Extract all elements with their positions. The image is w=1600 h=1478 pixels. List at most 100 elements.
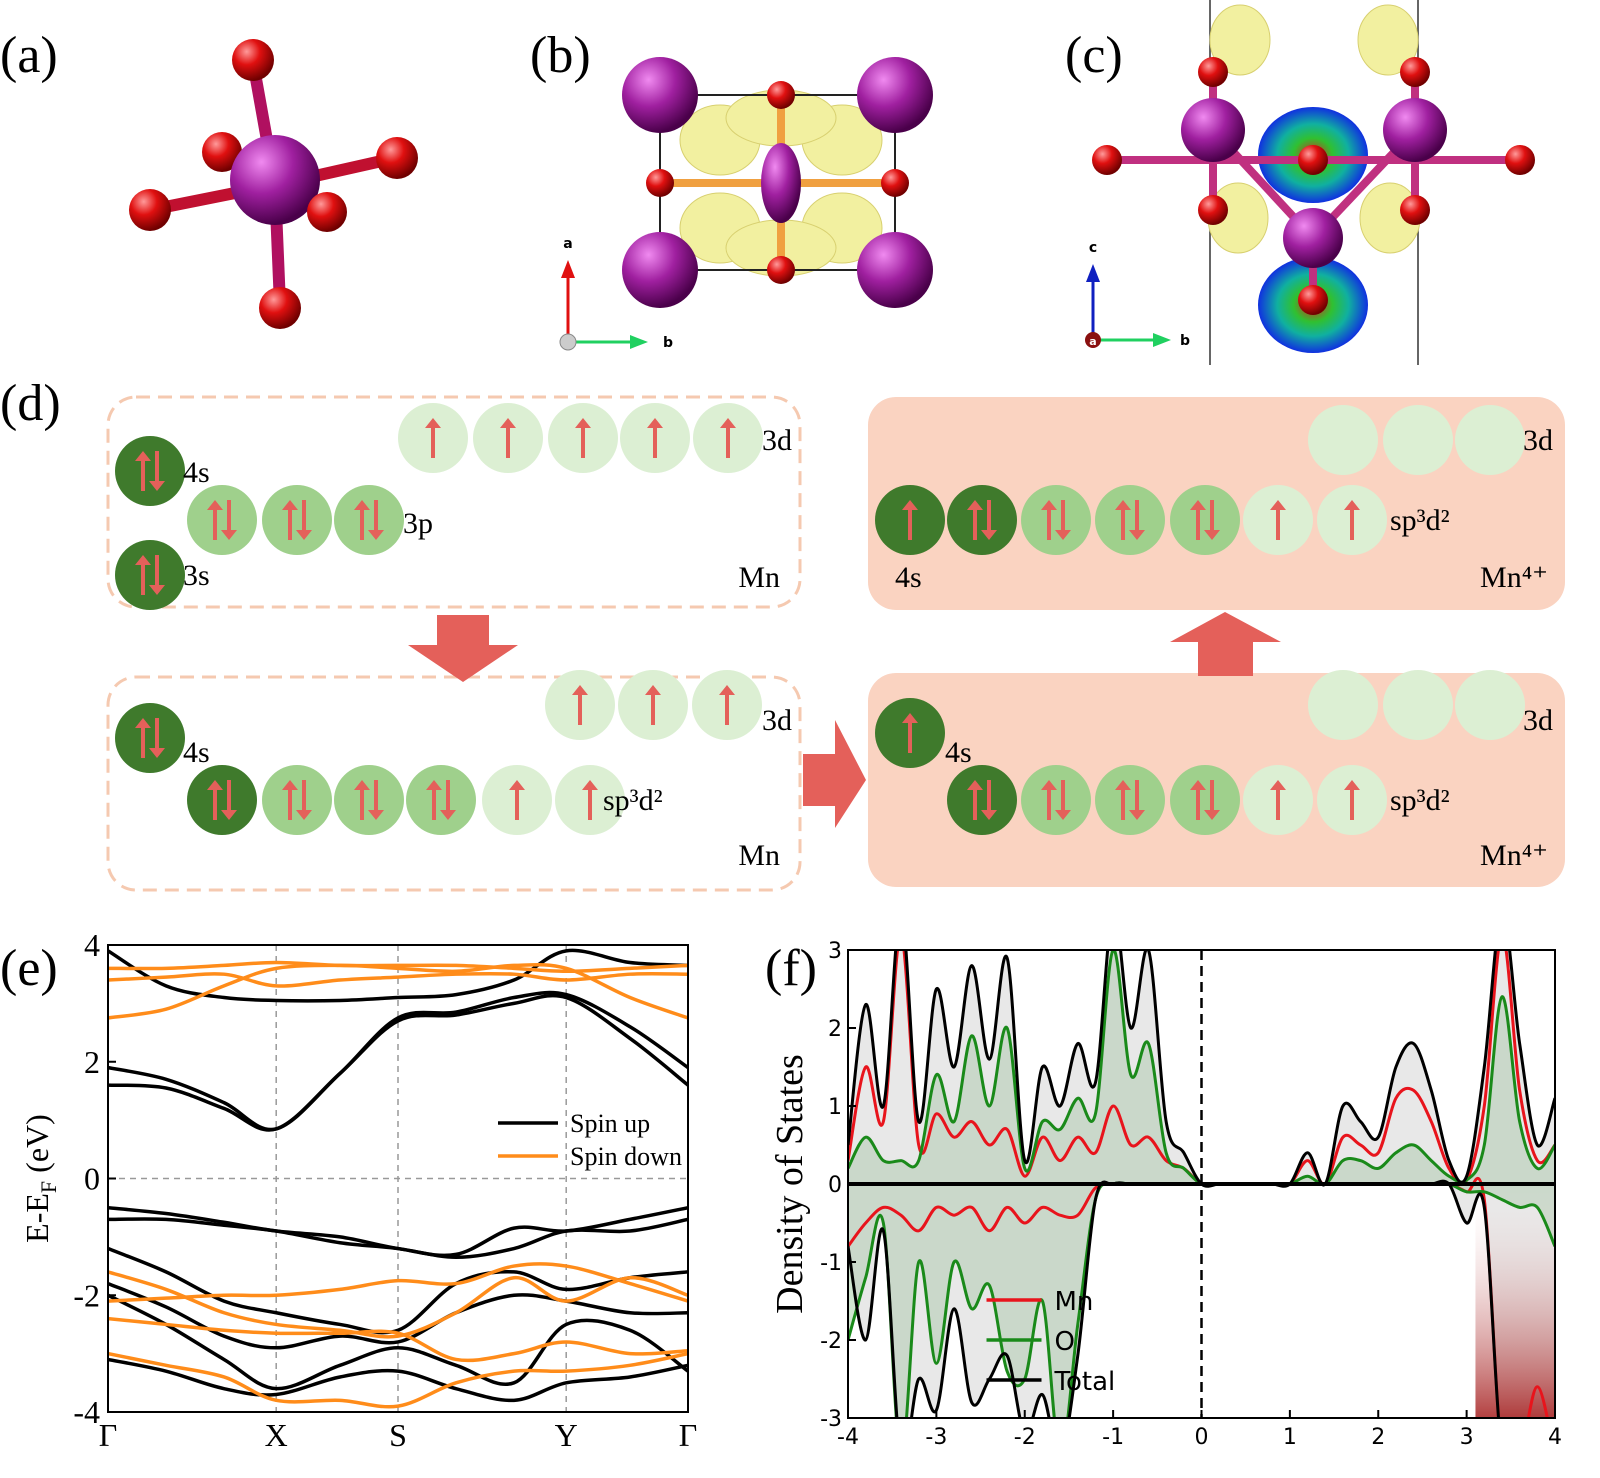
x-tick-label: -1 [1102, 1425, 1124, 1450]
y-axis-label: E-EF (eV) [19, 1114, 61, 1243]
spin-arrow [1055, 780, 1071, 820]
axis-label: a [563, 236, 572, 252]
spin-arrow [1190, 500, 1206, 540]
spin-arrow [500, 418, 516, 458]
x-tick-label: -4 [837, 1425, 859, 1450]
spin-arrow [1204, 780, 1220, 820]
dos-line [848, 950, 1555, 1188]
spin-arrow [354, 500, 370, 540]
band [108, 993, 688, 1132]
orbital [115, 540, 185, 610]
spin-arrow [296, 500, 312, 540]
orbital-label: sp³d² [603, 784, 663, 817]
y-axis-label-part: (eV) [19, 1114, 55, 1181]
spin-arrow [425, 418, 441, 458]
spin-arrow [981, 500, 997, 540]
spin-arrow [902, 713, 918, 753]
spin-arrow [719, 685, 735, 725]
y-axis-label: Density of States [769, 1054, 811, 1314]
spin-arrow [1190, 780, 1206, 820]
y-tick-label: -2 [820, 1329, 842, 1354]
orbital [1308, 405, 1378, 475]
orbital [406, 765, 476, 835]
spin-arrow [645, 685, 661, 725]
x-tick-label: X [265, 1417, 288, 1453]
spin-arrow [149, 451, 165, 491]
spin-arrow [1041, 500, 1057, 540]
orbital [334, 485, 404, 555]
panel-label: (f) [765, 940, 817, 997]
spin-arrow [720, 418, 736, 458]
band [108, 1270, 688, 1339]
y-tick-label: 4 [84, 927, 100, 963]
y-tick-label: 2 [84, 1044, 100, 1080]
structure-a [129, 39, 418, 329]
orbital [187, 485, 257, 555]
legend-label: Total [1054, 1367, 1116, 1397]
spin-arrow [902, 500, 918, 540]
orbital [1095, 485, 1165, 555]
arrow [408, 615, 518, 682]
spin-arrow [221, 500, 237, 540]
spin-arrow [1115, 500, 1131, 540]
x-tick-label: S [389, 1417, 407, 1453]
spin-arrow [1055, 500, 1071, 540]
orbital-label: 3p [403, 507, 433, 540]
spin-arrow [1270, 780, 1286, 820]
orbital-label: 4s [183, 456, 210, 489]
band [108, 1217, 688, 1260]
spin-arrow [1115, 780, 1131, 820]
ion-label: Mn⁴⁺ [1480, 839, 1548, 872]
spin-arrow [135, 451, 151, 491]
orbital [262, 485, 332, 555]
x-tick-label: -3 [925, 1425, 947, 1450]
y-tick-label: -4 [73, 1394, 100, 1430]
legend-label: O [1055, 1327, 1075, 1357]
spin-arrow [368, 500, 384, 540]
y-tick-label: 0 [828, 1173, 842, 1198]
orbital [1095, 765, 1165, 835]
orbital [1021, 765, 1091, 835]
dos-fill [848, 1182, 1555, 1418]
orbital [1170, 765, 1240, 835]
spin-arrow [582, 780, 598, 820]
spin-arrow [207, 780, 223, 820]
orbital-label: 3s [183, 559, 210, 592]
spin-arrow [440, 780, 456, 820]
orbital-label: 3d [1523, 424, 1553, 457]
y-tick-label: 1 [828, 1095, 842, 1120]
x-tick-label: Y [555, 1417, 578, 1453]
structure-b: a b [559, 57, 933, 351]
box [106, 675, 802, 892]
axis-label: c [1089, 240, 1097, 256]
spin-arrow [296, 780, 312, 820]
band [108, 990, 688, 1132]
orbital [1383, 405, 1453, 475]
spin-arrow [1041, 780, 1057, 820]
band [108, 1293, 688, 1391]
orbital-label: 4s [945, 736, 972, 769]
spin-arrow [1270, 500, 1286, 540]
spin-arrow [575, 418, 591, 458]
x-tick-label: 1 [1283, 1425, 1297, 1450]
orbital-label: 4s [183, 736, 210, 769]
plot [848, 950, 1555, 1418]
band [108, 1316, 688, 1363]
spin-arrow [647, 418, 663, 458]
x-tick-label: 4 [1548, 1425, 1562, 1450]
arrow [803, 720, 866, 828]
band [108, 960, 688, 974]
panel-label: (c) [1065, 27, 1123, 84]
y-tick-label: -2 [73, 1277, 100, 1313]
ion-label: Mn [738, 839, 780, 872]
orbital-label: sp³d² [1390, 784, 1450, 817]
x-tick-label: Γ [679, 1417, 698, 1453]
orbital-diagram: 3d 4s 3p 3s Mn 3d 4s sp³d² Mn 3d 4s sp³d… [106, 395, 1565, 892]
band [108, 971, 688, 988]
structure-c: c b a [1085, 0, 1535, 365]
orbital [1455, 405, 1525, 475]
panel-label: (b) [530, 27, 591, 84]
ion-label: Mn⁴⁺ [1480, 561, 1548, 594]
spin-arrow [354, 780, 370, 820]
orbital [115, 436, 185, 506]
